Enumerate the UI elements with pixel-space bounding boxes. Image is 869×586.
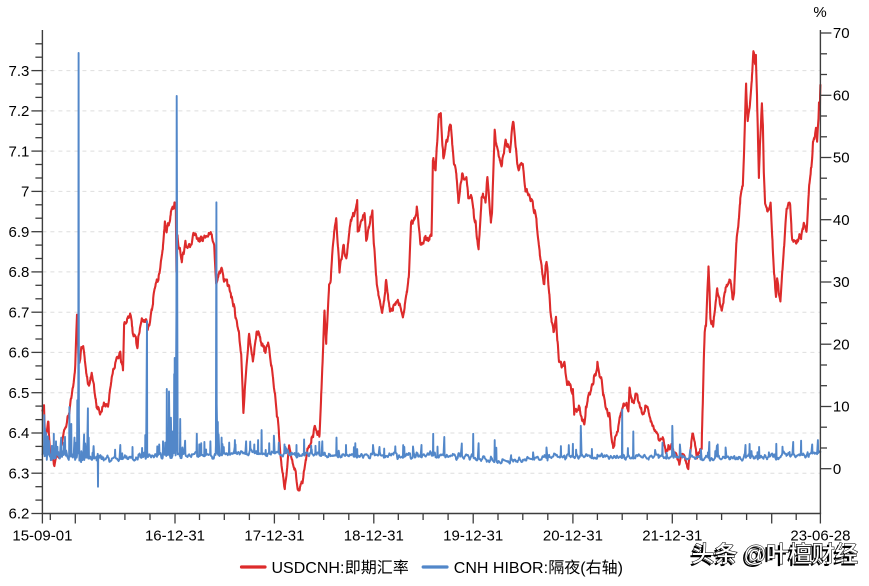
svg-text:6.2: 6.2 — [9, 506, 30, 523]
svg-text:(: ( — [580, 560, 586, 577]
svg-text:20-12-31: 20-12-31 — [543, 528, 603, 545]
svg-text:19-12-31: 19-12-31 — [443, 528, 503, 545]
svg-text:6.5: 6.5 — [9, 385, 30, 402]
svg-text:6.4: 6.4 — [9, 425, 30, 442]
svg-text:23-06-28: 23-06-28 — [790, 528, 850, 545]
svg-text:70: 70 — [833, 25, 850, 42]
svg-text:20: 20 — [833, 336, 850, 353]
svg-text:7.1: 7.1 — [9, 143, 30, 160]
svg-text:0: 0 — [833, 461, 841, 478]
svg-text:CNH HIBOR:: CNH HIBOR: — [454, 560, 548, 577]
svg-text:6.9: 6.9 — [9, 224, 30, 241]
svg-text:@: @ — [743, 541, 766, 567]
svg-text:6.8: 6.8 — [9, 264, 30, 281]
svg-text:7: 7 — [21, 184, 29, 201]
svg-text:7.3: 7.3 — [9, 63, 30, 80]
svg-text:10: 10 — [833, 399, 850, 416]
svg-text:15-09-01: 15-09-01 — [12, 528, 72, 545]
svg-text:): ) — [618, 560, 623, 577]
svg-text:@: @ — [741, 543, 764, 569]
svg-text:18-12-31: 18-12-31 — [344, 528, 404, 545]
svg-text:6.6: 6.6 — [9, 345, 30, 362]
svg-text:60: 60 — [833, 88, 850, 105]
svg-text:17-12-31: 17-12-31 — [244, 528, 304, 545]
svg-text:50: 50 — [833, 150, 850, 167]
svg-text:30: 30 — [833, 274, 850, 291]
svg-text:%: % — [813, 4, 826, 21]
svg-text:21-12-31: 21-12-31 — [642, 528, 702, 545]
svg-text:USDCNH:: USDCNH: — [272, 560, 345, 577]
svg-text:7.2: 7.2 — [9, 103, 30, 120]
svg-text:6.3: 6.3 — [9, 465, 30, 482]
svg-text:16-12-31: 16-12-31 — [145, 528, 205, 545]
svg-text:6.7: 6.7 — [9, 304, 30, 321]
svg-text:40: 40 — [833, 212, 850, 229]
